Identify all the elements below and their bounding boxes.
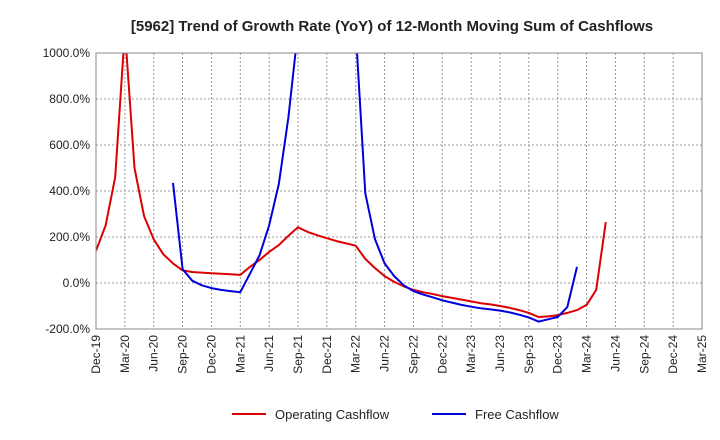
legend-label: Free Cashflow bbox=[475, 407, 559, 422]
x-tick-label: Dec-20 bbox=[204, 335, 218, 374]
legend-item-free-cashflow: Free Cashflow bbox=[432, 407, 559, 422]
x-tick-label: Mar-24 bbox=[580, 335, 594, 373]
x-tick-label: Dec-23 bbox=[551, 335, 565, 374]
y-tick-label: 600.0% bbox=[49, 138, 90, 152]
x-tick-label: Sep-23 bbox=[522, 335, 536, 374]
x-tick-label: Mar-21 bbox=[233, 335, 247, 373]
plot-area-frame bbox=[95, 52, 703, 330]
legend: Operating Cashflow Free Cashflow bbox=[232, 407, 559, 422]
x-tick-label: Jun-20 bbox=[147, 335, 161, 372]
x-tick-label: Jun-23 bbox=[493, 335, 507, 372]
x-tick-label: Sep-22 bbox=[406, 335, 420, 374]
x-tick-label: Mar-25 bbox=[695, 335, 709, 373]
x-tick-label: Dec-24 bbox=[666, 335, 680, 374]
x-tick-label: Dec-21 bbox=[320, 335, 334, 374]
x-axis-tick-labels: Dec-19 Mar-20 Jun-20 Sep-20 Dec-20 Mar-21 Jun-… bbox=[89, 335, 709, 374]
y-tick-label: 1000.0% bbox=[43, 46, 91, 60]
x-tick-label: Mar-23 bbox=[464, 335, 478, 373]
chart-title: [5962] Trend of Growth Rate (YoY) of 12-… bbox=[131, 18, 653, 35]
x-tick-label: Jun-22 bbox=[378, 335, 392, 372]
x-tick-label: Sep-24 bbox=[637, 335, 651, 374]
y-tick-label: 200.0% bbox=[49, 230, 90, 244]
series-line-operating-cashflow bbox=[96, 53, 607, 318]
x-tick-label: Jun-24 bbox=[608, 335, 622, 372]
series-lines bbox=[96, 53, 607, 323]
y-tick-label: 800.0% bbox=[49, 92, 90, 106]
y-tick-label: 0.0% bbox=[63, 276, 91, 290]
y-tick-label: 400.0% bbox=[49, 184, 90, 198]
x-tick-label: Mar-20 bbox=[118, 335, 132, 373]
x-tick-label: Mar-22 bbox=[349, 335, 363, 373]
legend-item-operating-cashflow: Operating Cashflow bbox=[232, 407, 390, 422]
y-tick-label: -200.0% bbox=[45, 322, 90, 336]
x-tick-label: Sep-20 bbox=[176, 335, 190, 374]
x-tick-label: Sep-21 bbox=[291, 335, 305, 374]
series-line-free-cashflow bbox=[172, 53, 578, 323]
x-tick-label: Dec-22 bbox=[435, 335, 449, 374]
grid bbox=[95, 52, 703, 330]
x-tick-label: Dec-19 bbox=[89, 335, 103, 374]
x-tick-label: Jun-21 bbox=[262, 335, 276, 372]
legend-label: Operating Cashflow bbox=[275, 407, 390, 422]
y-axis-tick-labels: -200.0% 0.0% 200.0% 400.0% 600.0% 800.0% 1000.… bbox=[43, 46, 91, 336]
